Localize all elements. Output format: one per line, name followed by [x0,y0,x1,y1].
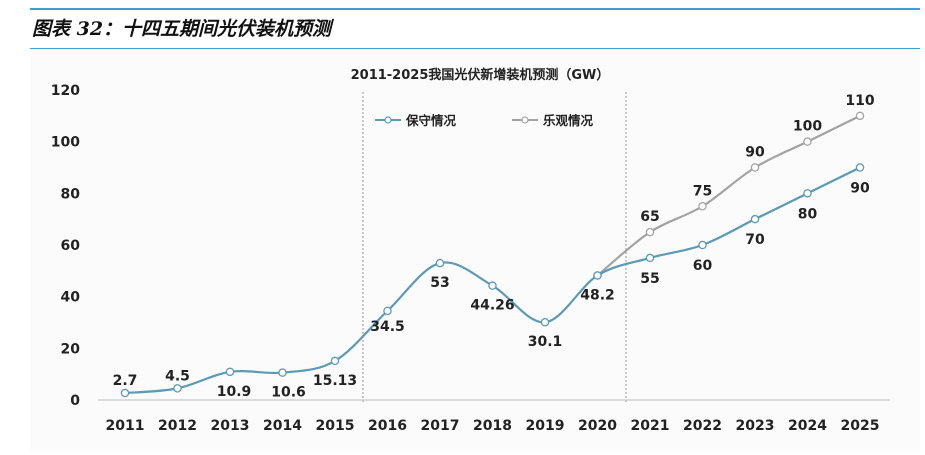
x-tick-label: 2019 [526,418,565,434]
x-axis: 2011 2012 2013 2014 2015 2016 2017 2018 2019 2020… [98,399,890,434]
pv-forecast-chart: 2011-2025我国光伏新增装机预测（GW） 020406080100120 … [51,67,890,434]
conservative-point [803,189,812,198]
legend: 保守情况 乐观情况 [375,113,594,128]
x-tick-label: 2025 [841,418,880,434]
conservative-data-label: 10.6 [271,385,306,401]
optimistic-data-label: 100 [793,119,822,135]
conservative-data-label: 10.9 [217,384,252,400]
legend-conservative-marker [384,116,392,124]
optimistic-point [855,111,865,121]
conservative-point [540,317,550,327]
x-tick-label: 2012 [158,418,197,434]
conservative-data-label: 15.13 [313,373,357,389]
conservative-point [435,258,445,268]
legend-optimistic-marker [521,116,529,124]
y-tick-label: 60 [61,238,81,254]
optimistic-data-label: 90 [745,145,765,161]
optimistic-point [750,163,760,172]
legend-optimistic-label: 乐观情况 [543,113,594,128]
x-tick-label: 2011 [106,418,145,434]
y-tick-label: 40 [61,290,81,306]
y-tick-label: 80 [61,186,81,202]
optimistic-data-label: 75 [693,183,712,199]
optimistic-point [803,137,812,146]
conservative-data-label: 70 [745,232,765,248]
conservative-point [488,281,497,290]
conservative-point [750,214,760,224]
x-tick-label: 2014 [263,418,302,434]
conservative-data-label: 2.7 [113,373,138,389]
conservative-point [278,368,287,377]
y-axis: 0 20 40 60 80 100 120 [51,83,80,409]
conservative-data-label: 90 [850,181,870,197]
x-tick-label: 2023 [736,418,775,434]
optimistic-series-line [596,114,861,277]
conservative-point [330,356,340,366]
conservative-point [645,253,655,263]
x-tick-label: 2015 [316,418,355,434]
x-tick-label: 2013 [211,418,250,434]
x-tick-label: 2021 [631,418,670,434]
optimistic-data-label: 65 [640,209,659,225]
x-tick-label: 2018 [473,418,512,434]
x-tick-label: 2017 [421,418,460,434]
legend-conservative-label: 保守情况 [405,113,457,128]
top-rule [30,8,920,10]
conservative-point [855,163,865,172]
conservative-data-label: 30.1 [528,334,563,350]
conservative-data-label: 60 [693,258,713,274]
optimistic-point [645,227,655,237]
plot-area: 2.7 4.5 10.9 10.6 15.13 34.5 53 44.26 30.1 48.2 55… [113,93,875,401]
optimistic-point [698,201,707,211]
conservative-point [593,271,602,280]
y-tick-label: 20 [61,341,81,357]
conservative-point [120,388,130,398]
x-tick-label: 2024 [788,418,827,434]
y-tick-label: 120 [51,83,80,99]
y-tick-label: 0 [70,393,80,409]
figure-title: 图表 32：十四五期间光伏装机预测 [32,18,332,40]
conservative-point [698,240,707,250]
x-tick-label: 2016 [368,418,407,434]
conservative-series-line [124,166,861,395]
conservative-point [225,367,235,377]
conservative-data-label: 44.26 [470,298,514,314]
conservative-data-label: 34.5 [370,319,405,335]
conservative-data-label: 80 [798,206,818,222]
conservative-data-label: 4.5 [165,368,190,384]
x-tick-label: 2022 [683,418,722,434]
conservative-data-label: 55 [640,271,659,287]
chart-panel: 2011-2025我国光伏新增装机预测（GW） 0 20 40 60 80 100 120 … [30,55,920,451]
conservative-point [173,384,182,393]
conservative-data-label: 53 [430,275,449,291]
optimistic-data-label: 110 [845,93,874,109]
x-tick-label: 2020 [578,418,617,434]
chart-title: 2011-2025我国光伏新增装机预测（GW） [351,67,610,83]
title-rule [30,48,920,49]
conservative-point [383,306,392,316]
y-tick-label: 100 [51,135,80,151]
conservative-data-label: 48.2 [580,287,615,303]
